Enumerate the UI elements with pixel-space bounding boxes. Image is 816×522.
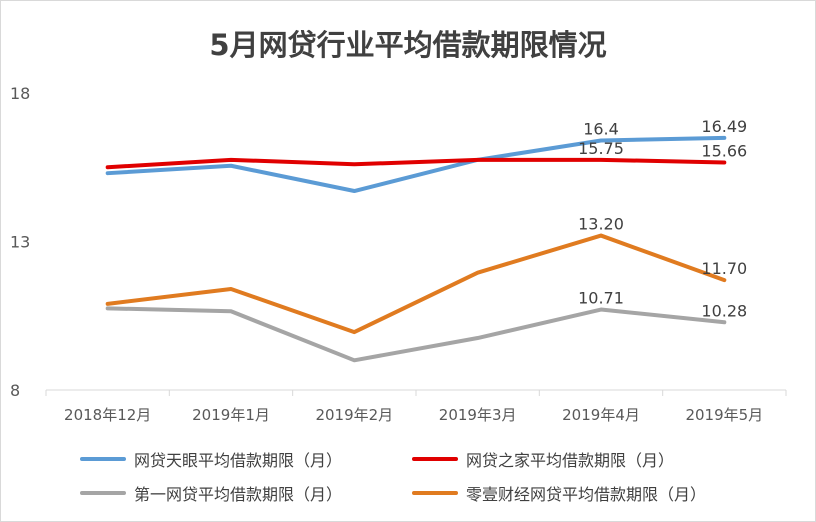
data-label: 13.20 — [578, 215, 624, 234]
legend-item-series-4: 零壹财经网贷平均借款期限（月） — [412, 481, 706, 505]
legend-swatch-series-2 — [412, 457, 458, 461]
chart-legend: 网贷天眼平均借款期限（月） 网贷之家平均借款期限（月） 第一网贷平均借款期限（月… — [0, 443, 816, 513]
legend-label-series-1: 网贷天眼平均借款期限（月） — [134, 451, 343, 470]
legend-label-series-3: 第一网贷平均借款期限（月） — [134, 485, 343, 504]
legend-item-series-1: 网贷天眼平均借款期限（月） — [80, 447, 342, 471]
x-tick-label: 2019年3月 — [439, 406, 517, 424]
legend-item-series-2: 网贷之家平均借款期限（月） — [412, 447, 674, 471]
series-line-4 — [105, 233, 727, 335]
data-label: 15.75 — [578, 139, 624, 158]
data-label: 16.49 — [701, 117, 747, 136]
legend-swatch-series-4 — [412, 491, 458, 495]
legend-item-series-3: 第一网贷平均借款期限（月） — [80, 481, 342, 505]
x-tick-label: 2019年4月 — [562, 406, 640, 424]
data-label: 15.66 — [701, 141, 747, 160]
legend-swatch-series-1 — [80, 457, 126, 461]
data-label: 10.28 — [701, 301, 747, 320]
x-tick-label: 2019年5月 — [685, 406, 763, 424]
series-line-1 — [105, 135, 727, 194]
x-tick-label: 2018年12月 — [64, 406, 151, 424]
legend-label-series-4: 零壹财经网贷平均借款期限（月） — [466, 485, 707, 504]
data-label: 11.70 — [701, 259, 747, 278]
series-line-3 — [105, 306, 727, 363]
data-label: 16.4 — [583, 120, 619, 139]
x-tick-label: 2019年1月 — [192, 406, 270, 424]
y-tick-label: 8 — [10, 381, 20, 400]
chart-title: 5月网贷行业平均借款期限情况 — [209, 28, 607, 62]
series-line-2 — [105, 157, 727, 170]
data-label: 10.71 — [578, 289, 624, 308]
legend-label-series-2: 网贷之家平均借款期限（月） — [466, 451, 675, 470]
x-tick-label: 2019年2月 — [315, 406, 393, 424]
y-tick-label: 13 — [10, 233, 30, 252]
y-tick-label: 18 — [10, 84, 30, 103]
line-chart: 8 13 18 2018年12月 2019年1月 2019年2月 2019年3月 2019年4… — [10, 84, 787, 424]
legend-swatch-series-3 — [80, 491, 126, 495]
